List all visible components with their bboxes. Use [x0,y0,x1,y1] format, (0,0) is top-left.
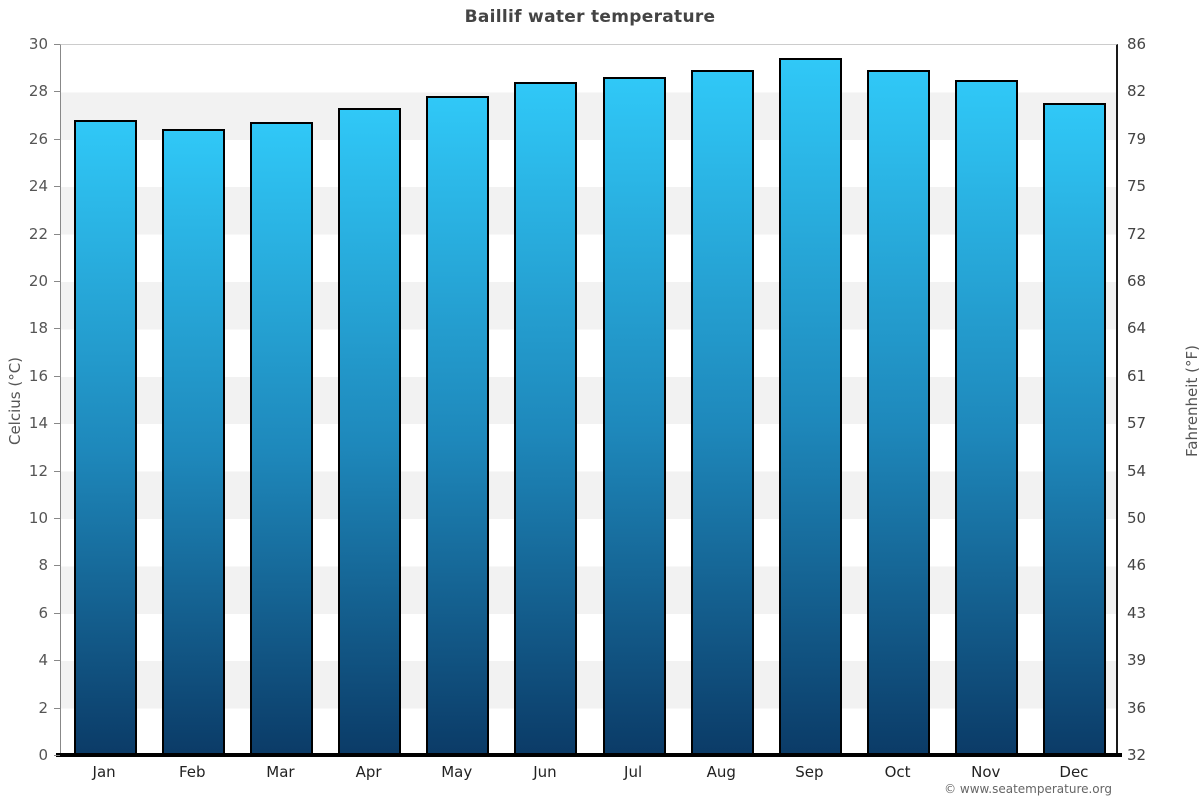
x-axis-line [56,753,1122,757]
bar-apr [338,108,402,755]
ytick-right-86: 86 [1127,35,1147,53]
ytick-mark-10 [54,518,60,519]
ytick-left-14: 14 [28,414,48,433]
plot-area [60,44,1118,755]
ytick-mark-22 [54,233,60,235]
month-label-nov: Nov [971,763,1001,781]
bar-jul [602,77,666,755]
ytick-mark-6 [54,612,60,614]
ytick-left-8: 8 [38,556,48,575]
ytick-left-16: 16 [28,366,48,385]
ytick-left-28: 28 [28,82,48,101]
copyright-text: © www.seatemperature.org [944,782,1112,796]
ytick-right-36: 36 [1127,698,1147,717]
ytick-left-18: 18 [28,319,48,338]
ytick-left-22: 22 [28,224,48,243]
ytick-right-32: 32 [1127,746,1147,764]
y-axis-title-celsius: Celcius (°C) [6,356,24,446]
ytick-left-0: 0 [38,746,48,764]
ytick-left-6: 6 [38,603,48,622]
ytick-right-79: 79 [1127,129,1147,148]
ytick-right-75: 75 [1127,177,1147,196]
chart-title: Baillif water temperature [464,7,716,27]
bar-nov [955,80,1019,755]
ytick-mark-4 [54,660,60,662]
ytick-mark-26 [54,138,60,140]
ytick-right-46: 46 [1127,556,1147,575]
ytick-mark-8 [54,565,60,567]
ytick-mark-16 [54,375,60,377]
ytick-right-39: 39 [1127,651,1147,670]
ytick-mark-30 [54,44,60,45]
bar-may [426,96,490,755]
month-label-mar: Mar [266,763,295,781]
ytick-mark-20 [54,281,60,282]
ytick-mark-0 [54,755,60,756]
month-label-feb: Feb [178,763,206,781]
ytick-right-64: 64 [1127,319,1147,338]
bar-aug [690,70,754,755]
ytick-right-61: 61 [1127,366,1147,385]
ytick-right-72: 72 [1127,224,1147,243]
month-label-jul: Jul [624,763,643,781]
bar-oct [867,70,931,755]
month-label-jun: Jun [533,763,557,781]
ytick-right-68: 68 [1127,272,1147,290]
month-label-sep: Sep [795,763,824,781]
ytick-left-4: 4 [38,651,48,670]
ytick-mark-12 [54,470,60,472]
bar-feb [161,129,225,755]
month-label-oct: Oct [884,763,911,781]
ytick-left-24: 24 [28,177,48,196]
month-label-dec: Dec [1059,763,1089,781]
ytick-mark-18 [54,328,60,330]
month-label-jan: Jan [92,763,116,781]
ytick-mark-14 [54,423,60,425]
month-label-may: May [441,763,473,781]
month-label-aug: Aug [706,763,736,781]
ytick-left-30: 30 [28,35,48,53]
ytick-mark-28 [54,91,60,93]
bar-sep [778,58,842,755]
ytick-left-10: 10 [28,509,48,527]
ytick-right-82: 82 [1127,82,1147,101]
ytick-right-57: 57 [1127,414,1147,433]
bar-jun [514,82,578,755]
ytick-right-50: 50 [1127,509,1147,527]
month-label-apr: Apr [355,763,382,781]
ytick-mark-2 [54,707,60,709]
ytick-left-20: 20 [28,272,48,290]
ytick-left-26: 26 [28,129,48,148]
ytick-right-54: 54 [1127,461,1147,480]
bar-mar [249,122,313,755]
ytick-left-12: 12 [28,461,48,480]
bar-dec [1043,103,1107,755]
ytick-left-2: 2 [38,698,48,717]
ytick-mark-24 [54,186,60,188]
bar-jan [73,120,137,755]
y-axis-title-fahrenheit: Fahrenheit (°F) [1183,345,1200,457]
ytick-right-43: 43 [1127,603,1147,622]
